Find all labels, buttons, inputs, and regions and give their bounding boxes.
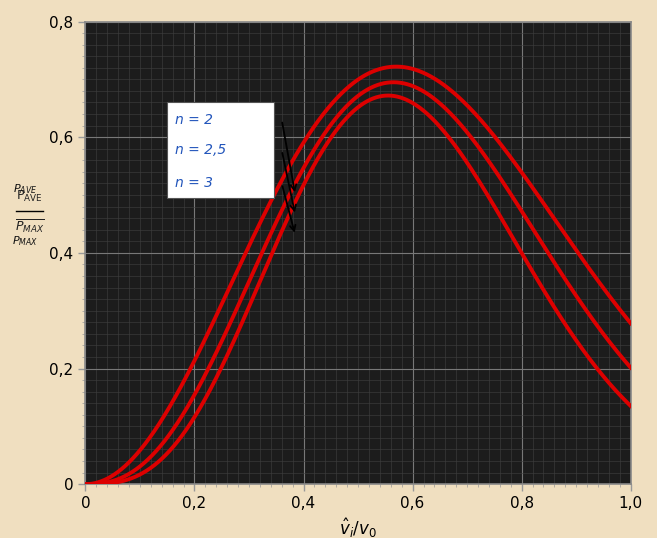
Text: $P_{MAX}$: $P_{MAX}$ [12, 234, 38, 248]
Text: n = 2: n = 2 [175, 113, 214, 127]
X-axis label: $\hat{v}_i / v_0$: $\hat{v}_i / v_0$ [339, 516, 377, 538]
Text: $\mathregular{P_{AVE}}$: $\mathregular{P_{AVE}}$ [16, 189, 43, 204]
Text: $\overline{P_{MAX}}$: $\overline{P_{MAX}}$ [15, 218, 44, 236]
Text: $P_{AVE}$: $P_{AVE}$ [13, 182, 37, 196]
FancyBboxPatch shape [167, 102, 273, 198]
Text: n = 3: n = 3 [175, 176, 214, 190]
Text: n = 2,5: n = 2,5 [175, 143, 227, 157]
